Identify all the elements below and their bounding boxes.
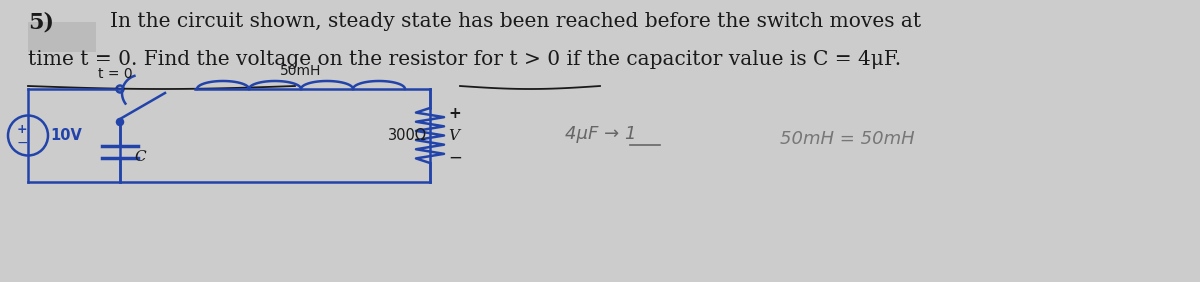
Circle shape — [118, 119, 124, 125]
Text: 5): 5) — [28, 12, 54, 34]
Text: C: C — [134, 150, 145, 164]
Text: V: V — [448, 129, 458, 142]
Text: 50mH = 50mH: 50mH = 50mH — [780, 130, 914, 148]
FancyBboxPatch shape — [28, 22, 96, 52]
Text: +: + — [17, 123, 28, 136]
Text: 50mH: 50mH — [281, 64, 322, 78]
Text: −: − — [448, 149, 462, 167]
Text: time t = 0. Find the voltage on the resistor for t > 0 if the capacitor value is: time t = 0. Find the voltage on the resi… — [28, 50, 901, 69]
Text: t = 0: t = 0 — [97, 67, 132, 81]
Text: In the circuit shown, steady state has been reached before the switch moves at: In the circuit shown, steady state has b… — [110, 12, 922, 31]
Text: +: + — [448, 105, 461, 120]
Text: −: − — [16, 135, 28, 149]
Text: 4μF → 1: 4μF → 1 — [565, 125, 636, 143]
Text: 300Ω: 300Ω — [388, 128, 427, 143]
Text: 10V: 10V — [50, 128, 82, 143]
